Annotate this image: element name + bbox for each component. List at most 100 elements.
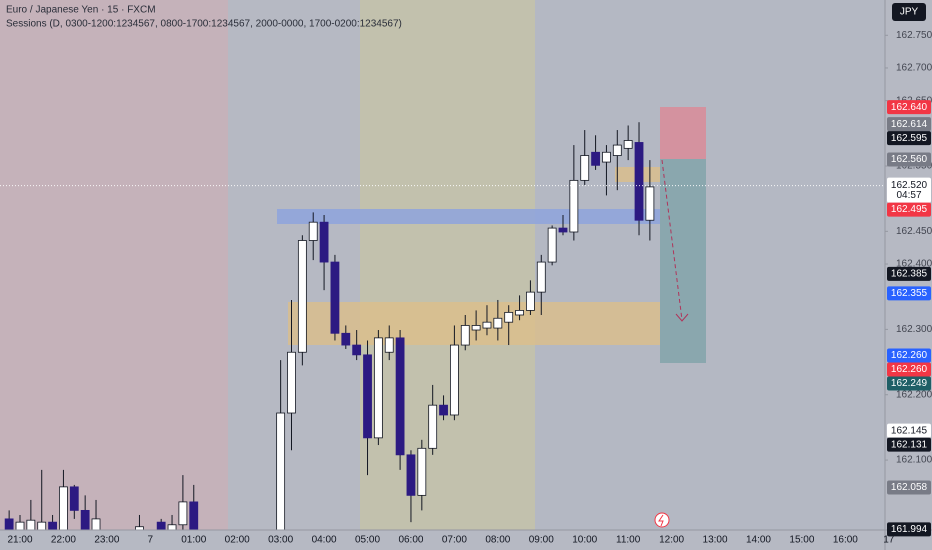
countdown: 04:57: [896, 190, 921, 201]
price-tag: [887, 423, 931, 438]
chart-title: Euro / Japanese Yen · 15 · FXCM: [6, 5, 156, 16]
candle-body: [428, 404, 438, 449]
price-tag-label: 162.385: [891, 268, 928, 279]
x-tick-label: 11:00: [616, 535, 641, 546]
price-tag: [887, 376, 931, 391]
price-tag-label: 162.249: [891, 378, 928, 389]
candle-body: [363, 354, 372, 439]
price-tag-label: 162.260: [891, 364, 928, 375]
price-tag: [887, 152, 931, 167]
candle-body: [536, 261, 546, 293]
price-tag: [887, 480, 931, 495]
price-tag: [887, 522, 931, 537]
candle-body: [189, 501, 199, 531]
y-tick-label: 162.700: [896, 63, 932, 74]
price-tag: [887, 362, 931, 377]
price-tag-label: 162.260: [891, 350, 928, 361]
candle-body: [569, 179, 579, 233]
x-tick-label: 13:00: [703, 535, 728, 546]
price-tag: [887, 202, 931, 217]
y-tick-label: 162.400: [896, 259, 932, 270]
x-tick-label: 06:00: [398, 535, 423, 546]
y-tick-label: 162.200: [896, 389, 932, 400]
candle-body: [612, 144, 622, 156]
price-tag: [887, 286, 931, 301]
price-tag-label: 162.131: [891, 439, 928, 450]
x-tick-label: 04:00: [312, 535, 337, 546]
candle-body: [645, 186, 655, 221]
candle-body: [69, 486, 79, 511]
session-ny: [535, 0, 885, 530]
target-zone: [660, 159, 706, 363]
x-tick-label: 03:00: [268, 535, 293, 546]
x-tick-label: 16:00: [833, 535, 858, 546]
arrow-head: [675, 313, 689, 322]
candle-body: [591, 151, 600, 166]
candle-body: [602, 151, 611, 163]
candle-body: [449, 344, 459, 416]
candle-body: [156, 521, 166, 531]
x-tick-label: 12:00: [659, 535, 684, 546]
price-tag: [887, 117, 931, 132]
x-tick-label: 08:00: [485, 535, 510, 546]
price-tag-label: 162.640: [891, 102, 928, 113]
x-tick-label: 05:00: [355, 535, 380, 546]
stop-zone: [660, 107, 706, 159]
x-tick-label: 14:00: [746, 535, 771, 546]
price-tag-label: 162.058: [891, 482, 928, 493]
y-tick-label: 162.450: [896, 226, 932, 237]
x-tick-label: 17: [883, 535, 895, 546]
candle-body: [37, 521, 47, 531]
price-tag: [887, 348, 931, 363]
x-tick-label: 07:00: [442, 535, 467, 546]
candle-body: [341, 332, 351, 346]
price-tag-label: 162.614: [891, 119, 928, 130]
projection-arrow: [661, 159, 683, 321]
price-tag-label: 162.560: [891, 154, 928, 165]
candle-body: [526, 291, 535, 311]
currency-label[interactable]: JPY: [900, 7, 919, 18]
y-tick-label: 162.300: [896, 324, 932, 335]
x-tick-label: 7: [148, 535, 154, 546]
candle-body: [493, 317, 503, 329]
event-bolt: [658, 514, 664, 527]
price-tag: [887, 266, 931, 281]
candle-body: [580, 155, 590, 181]
candle-body: [439, 404, 448, 416]
candle-body: [515, 310, 524, 316]
candles: [4, 122, 655, 531]
candle-body: [276, 412, 286, 531]
candle-body: [308, 221, 318, 241]
event-icon[interactable]: [654, 512, 670, 528]
currency-button[interactable]: [892, 3, 926, 21]
session-asia: [0, 0, 228, 530]
y-tick-label: 162.100: [896, 455, 932, 466]
candle-body: [558, 227, 568, 233]
last-price-tag: [887, 177, 931, 203]
candle-body: [91, 518, 101, 531]
x-tick-label: 22:00: [51, 535, 76, 546]
candle-body: [297, 240, 307, 353]
candle-body: [395, 337, 405, 456]
x-tick-label: 21:00: [7, 535, 32, 546]
candle-body: [417, 447, 427, 496]
candle-body: [547, 227, 557, 263]
last-price-label: 162.520: [891, 180, 928, 191]
candle-body: [471, 325, 481, 331]
candle-body: [482, 321, 492, 329]
session-gap: [228, 0, 360, 530]
candle-body: [178, 501, 188, 526]
candle-body: [48, 521, 57, 531]
candle-body: [26, 519, 36, 531]
candle-body: [330, 261, 340, 334]
x-tick-label: 10:00: [572, 535, 597, 546]
candle-body: [623, 140, 633, 149]
price-tag-label: 162.595: [891, 133, 928, 144]
price-tag: [887, 100, 931, 115]
candle-body: [287, 351, 296, 414]
price-tag-label: 162.495: [891, 204, 928, 215]
candle-body: [59, 486, 68, 531]
price-tag-label: 162.145: [891, 425, 928, 436]
candle-body: [167, 524, 177, 531]
